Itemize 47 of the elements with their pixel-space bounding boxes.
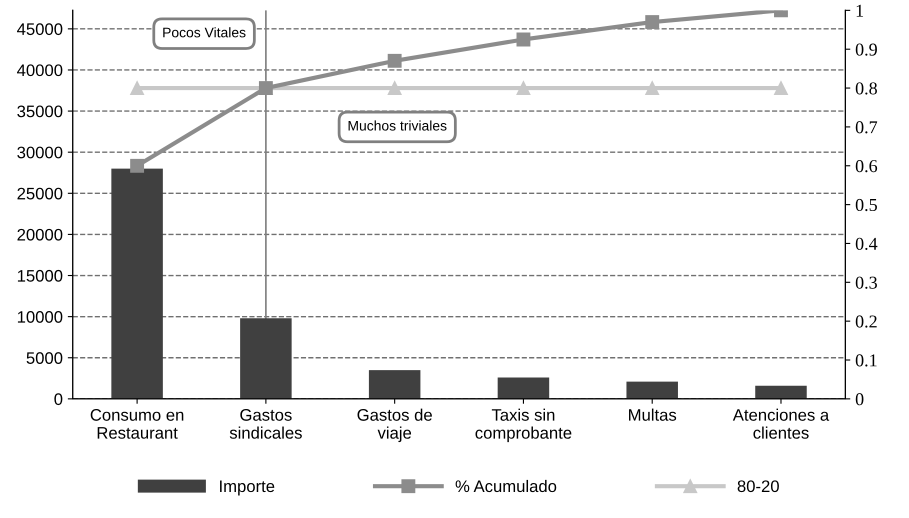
bar (368, 370, 420, 399)
y-tick-label: 10000 (18, 311, 62, 323)
y-tick-label: 20000 (17, 228, 62, 241)
point (774, 81, 788, 96)
y2-tick-label: 0.6 (856, 160, 878, 172)
bar (111, 168, 163, 399)
y2-tick-label: 0.1 (856, 354, 877, 367)
legend-label: 80-20 (738, 480, 779, 492)
x-tick-label: Consumo en Restaurant (90, 409, 184, 439)
point (130, 81, 144, 96)
x-tick-label: Taxis sin comprobante (476, 408, 572, 442)
y-tick-label: 35000 (17, 105, 62, 118)
y2-tick-label: 0.3 (856, 276, 877, 289)
legend-label: % Acumulado (456, 480, 556, 492)
y-tick-label: 5000 (26, 352, 62, 364)
y2-tick-label: 0.8 (856, 82, 877, 95)
bar (498, 377, 550, 399)
y2-tick-label: 0.2 (856, 315, 877, 328)
y2-tick-label: 0.7 (856, 121, 878, 134)
y2-tick-label: 0.9 (856, 43, 877, 56)
y2-tick-label: 0.4 (856, 238, 878, 250)
point (516, 81, 530, 96)
point (516, 32, 530, 46)
y-tick-label: 30000 (17, 146, 62, 158)
legend-label: Importe (220, 480, 274, 496)
bar (626, 382, 678, 399)
bar (755, 386, 807, 399)
x-tick-label: Gastos de viaje (358, 408, 432, 442)
point (645, 15, 660, 29)
x-tick-label: Multas (629, 408, 676, 421)
point (130, 158, 144, 173)
bar (240, 318, 292, 399)
y-tick-label: 0 (54, 393, 62, 406)
y2-tick-label: 0 (856, 393, 864, 406)
y2-tick-label: 1 (856, 4, 864, 17)
point (645, 81, 660, 96)
x-tick-label: Gastos sindicales (230, 409, 302, 439)
x-tick-label: Atenciones a clientes (732, 408, 830, 439)
y-tick-label: 15000 (18, 270, 62, 282)
annotation: Muchos triviales (348, 120, 447, 131)
point (388, 81, 402, 96)
y-tick-label: 25000 (17, 188, 62, 200)
y-tick-label: 45000 (17, 23, 62, 36)
point (388, 54, 402, 68)
y-tick-label: 40000 (17, 64, 62, 76)
y2-tick-label: 0.5 (856, 198, 877, 212)
annotation: Pocos Vitales (163, 27, 246, 38)
